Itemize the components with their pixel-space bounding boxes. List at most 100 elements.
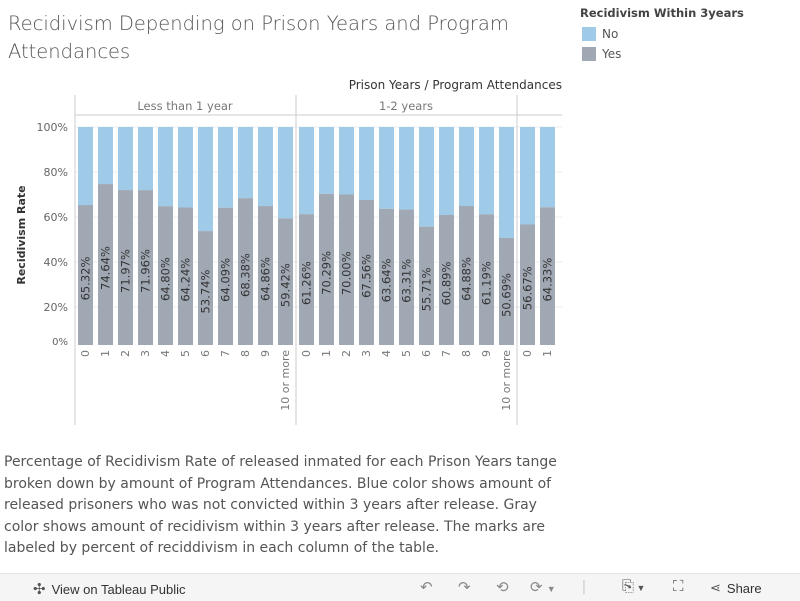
x-tick-label: 0 (521, 350, 534, 357)
bar-no (520, 127, 535, 225)
legend-item-no[interactable]: No (580, 24, 744, 44)
x-tick-label: 8 (239, 350, 252, 357)
x-tick-label: 8 (460, 350, 473, 357)
bar-no (319, 127, 334, 194)
bar-label-no: 35.76% (179, 145, 193, 189)
bar-label-no: 36.69% (400, 146, 414, 190)
bar-label-no: 49.31% (500, 160, 514, 204)
x-tick-label: 5 (400, 350, 413, 357)
bar-label-yes: 64.09% (219, 258, 233, 302)
download-icon[interactable]: ⎘ ▼ (622, 578, 646, 595)
redo-icon[interactable]: ↷ (458, 579, 471, 596)
legend: Recidivism Within 3years No Yes (580, 6, 744, 64)
chart-title: Recidivism Depending on Prison Years and… (8, 12, 509, 63)
bar-no (459, 127, 474, 207)
group-header: Less than 1 year (137, 99, 233, 113)
x-tick-label: 3 (360, 350, 373, 357)
chart: 0% 20% 40% 60% 80% 100% Recidivism Rate Less th… (15, 95, 562, 425)
bar-yes (238, 198, 253, 345)
share-button[interactable]: ⋖ Share (710, 580, 762, 596)
x-tick-label: 7 (219, 350, 232, 357)
x-tick-label: 4 (380, 350, 393, 357)
legend-title: Recidivism Within 3years (580, 6, 744, 20)
bar-yes (359, 199, 374, 345)
bar-yes (198, 231, 213, 345)
bar-label-yes: 70.29% (320, 251, 334, 295)
x-tick-label: 0 (300, 350, 313, 357)
bar-label-no: 30.00% (340, 139, 354, 183)
y-tick-label: 60% (44, 211, 68, 224)
toolbar: ✣ View on Tableau Public ↶ ↷ ⟲ ⟳ ▼ | ⎘ ▼… (0, 573, 800, 601)
bar-label-yes: 61.26% (300, 261, 314, 305)
bar-yes (439, 214, 454, 345)
x-tick-label: 1 (99, 350, 112, 357)
bar-yes (278, 218, 293, 345)
bar-label-yes: 56.67% (521, 266, 535, 310)
bar-no (479, 127, 494, 215)
refresh-icon[interactable]: ⟳ ▼ (530, 579, 556, 596)
revert-icon[interactable]: ⟲ (496, 579, 509, 596)
bar-no (158, 127, 173, 207)
y-tick-label: 40% (44, 256, 68, 269)
legend-swatch-no (582, 27, 596, 41)
bar-label-yes: 64.80% (159, 257, 173, 301)
bar-yes (379, 208, 394, 345)
bar-label-no: 25.36% (99, 134, 113, 178)
bar-yes (299, 214, 314, 345)
bar-label-no: 40.58% (279, 151, 293, 195)
bar-label-yes: 50.69% (500, 273, 514, 317)
bar-label-yes: 71.97% (119, 249, 133, 293)
bar-label-yes: 59.42% (279, 263, 293, 307)
bar-yes (218, 207, 233, 345)
bar-no (178, 127, 193, 208)
bar-label-no: 46.26% (199, 157, 213, 201)
bar-label-no: 35.91% (219, 145, 233, 189)
bar-label-yes: 64.24% (179, 258, 193, 302)
bar-label-yes: 63.64% (380, 258, 394, 302)
fullscreen-icon[interactable]: ⛶ (673, 578, 684, 595)
column-header-title: Prison Years / Program Attendances (348, 78, 562, 92)
bar-label-no: 35.67% (541, 145, 555, 189)
bar-no (258, 127, 273, 207)
bar-yes (138, 190, 153, 345)
bar-no (419, 127, 434, 227)
bar-no (198, 127, 213, 232)
bar-label-yes: 65.32% (79, 257, 93, 301)
bar-yes (118, 190, 133, 345)
bar-yes (540, 207, 555, 345)
x-tick-label: 10 or more (500, 350, 513, 411)
bar-label-no: 32.44% (360, 142, 374, 186)
bar-label-yes: 64.33% (541, 258, 555, 302)
share-icon: ⋖ (710, 580, 721, 595)
bar-label-no: 29.71% (320, 138, 334, 182)
bar-yes (178, 207, 193, 345)
bar-label-yes: 70.00% (340, 251, 354, 295)
bar-no (399, 127, 414, 210)
bar-no (379, 127, 394, 209)
share-label: Share (726, 580, 762, 596)
bar-label-yes: 63.31% (400, 259, 414, 303)
legend-label-yes: Yes (602, 47, 622, 61)
view-on-tableau-button[interactable]: ✣ View on Tableau Public (33, 580, 186, 598)
legend-item-yes[interactable]: Yes (580, 44, 744, 64)
bar-label-yes: 60.89% (440, 262, 454, 306)
x-tick-label: 9 (259, 350, 272, 357)
bar-label-yes: 61.19% (480, 261, 494, 305)
bar-no (218, 127, 233, 208)
x-tick-label: 4 (159, 350, 172, 357)
bar-label-yes: 64.86% (259, 257, 273, 301)
bar-label-no: 35.12% (460, 145, 474, 189)
bar-yes (319, 193, 334, 345)
bar-label-no: 36.36% (380, 146, 394, 190)
legend-label-no: No (602, 27, 619, 41)
undo-icon[interactable]: ↶ (420, 579, 433, 596)
caption: Percentage of Recidivism Rate of release… (4, 454, 557, 556)
bar-label-no: 38.81% (480, 149, 494, 193)
bar-label-yes: 67.56% (360, 254, 374, 298)
bar-label-no: 44.29% (420, 155, 434, 199)
x-tick-label: 1 (320, 350, 333, 357)
bar-yes (520, 224, 535, 345)
group-header: 1-2 years (379, 99, 433, 113)
bar-label-yes: 74.64% (99, 246, 113, 290)
bar-no (118, 127, 133, 191)
